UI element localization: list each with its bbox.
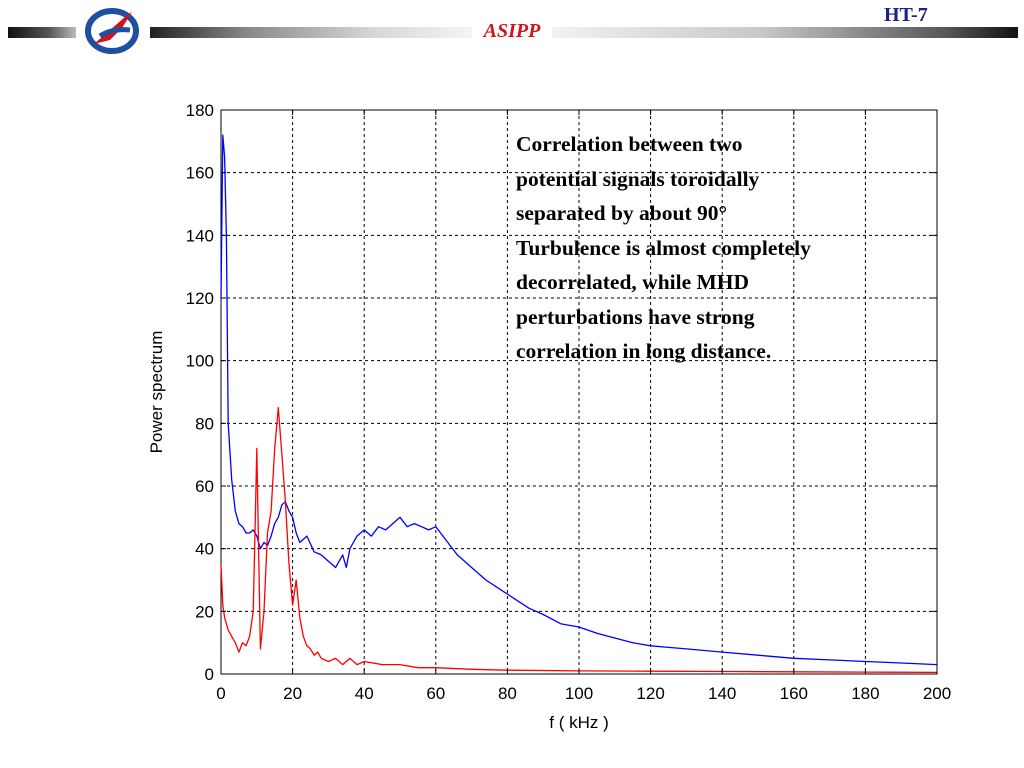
annotation-line: Turbulence is almost completely	[516, 235, 811, 260]
y-tick-label: 40	[195, 540, 214, 559]
x-tick-label: 60	[426, 684, 445, 703]
y-tick-label: 140	[186, 226, 214, 245]
annotation-line: potential signals toroidally	[516, 166, 760, 191]
annotation-line: correlation in long distance.	[516, 339, 772, 363]
x-tick-label: 140	[708, 684, 736, 703]
axis-ticks: 0 20 40 60 80 100 120 140 160 180 200 0 20 40 60 80 100 1…	[186, 101, 952, 703]
y-tick-label: 20	[195, 602, 214, 621]
header-bar-right	[552, 27, 1018, 38]
y-tick-label: 60	[195, 477, 214, 496]
x-tick-label: 0	[216, 684, 225, 703]
x-tick-label: 200	[923, 684, 951, 703]
device-tag: HT-7	[884, 4, 928, 26]
asipp-logo-icon	[85, 8, 139, 54]
annotation-line: decorrelated, while MHD	[516, 270, 750, 294]
x-axis-label: f ( kHz )	[549, 713, 609, 732]
y-tick-label: 100	[186, 352, 214, 371]
x-tick-label: 100	[565, 684, 593, 703]
x-tick-label: 80	[498, 684, 517, 703]
header-bar-middle	[150, 27, 472, 38]
header-bar-left	[8, 27, 76, 38]
x-tick-label: 120	[636, 684, 664, 703]
grid-lines	[221, 110, 937, 674]
x-tick-label: 40	[355, 684, 374, 703]
series-line-red	[220, 407, 938, 674]
y-tick-label: 0	[205, 665, 214, 684]
annotation-text: Correlation between two potential signal…	[516, 127, 916, 369]
annotation-line: perturbations have strong	[516, 304, 755, 329]
y-tick-label: 180	[186, 101, 214, 120]
y-tick-label: 160	[186, 164, 214, 183]
annotation-line: separated by about 90°	[516, 201, 728, 225]
x-tick-label: 180	[851, 684, 879, 703]
y-axis-label: Power spectrum	[147, 331, 166, 454]
y-tick-label: 120	[186, 289, 214, 308]
annotation-line: Correlation between two	[516, 132, 743, 156]
x-tick-label: 160	[780, 684, 808, 703]
y-tick-label: 80	[195, 414, 214, 433]
brand-title: ASIPP	[483, 20, 541, 42]
series-lines	[220, 134, 938, 674]
x-tick-label: 20	[283, 684, 302, 703]
